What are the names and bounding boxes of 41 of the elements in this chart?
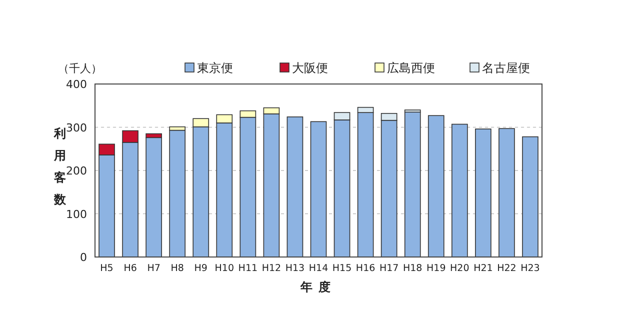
x-tick-label: H18 <box>402 263 422 274</box>
bar <box>428 115 444 258</box>
x-tick-label: H13 <box>285 263 305 274</box>
x-axis-title: 年度 <box>300 280 336 294</box>
y-axis-title: 利用客数 <box>53 126 67 206</box>
legend-label: 名古屋便 <box>482 61 530 75</box>
y-tick-label: 0 <box>80 251 87 264</box>
x-tick-label: H23 <box>520 263 540 274</box>
bar <box>146 137 162 258</box>
legend-label: 東京便 <box>197 61 233 75</box>
x-tick-label: H22 <box>497 263 516 274</box>
bar <box>451 124 468 258</box>
y-tick-label: 300 <box>66 121 87 134</box>
y-tick-label: 200 <box>66 164 87 178</box>
y-tick-label: 400 <box>66 78 87 91</box>
x-tick-label: H12 <box>262 263 282 274</box>
bar <box>522 136 538 258</box>
bar <box>498 128 515 258</box>
x-tick-label: H15 <box>332 263 352 274</box>
bar <box>310 121 327 258</box>
x-tick-label: H7 <box>147 263 160 274</box>
x-tick-label: H21 <box>474 263 493 274</box>
x-tick-label: H10 <box>214 263 234 274</box>
bar <box>169 130 186 258</box>
x-tick-label: H9 <box>194 263 208 274</box>
legend-label: 広島西便 <box>387 61 435 75</box>
x-tick-label: H5 <box>100 263 114 274</box>
bar <box>404 112 421 258</box>
x-tick-label: H16 <box>356 263 376 274</box>
legend-label: 大阪便 <box>292 61 328 75</box>
x-tick-label: H17 <box>379 263 399 274</box>
y-tick-label: 100 <box>66 208 87 221</box>
bar <box>475 128 492 258</box>
x-tick-label: H8 <box>170 263 184 274</box>
x-tick-label: H6 <box>124 263 137 274</box>
bar <box>286 116 304 258</box>
x-tick-label: H11 <box>238 263 258 274</box>
x-tick-label: H19 <box>426 263 446 274</box>
x-tick-label: H20 <box>450 263 470 274</box>
x-tick-label: H14 <box>308 263 328 274</box>
text: （千人） <box>58 62 102 75</box>
